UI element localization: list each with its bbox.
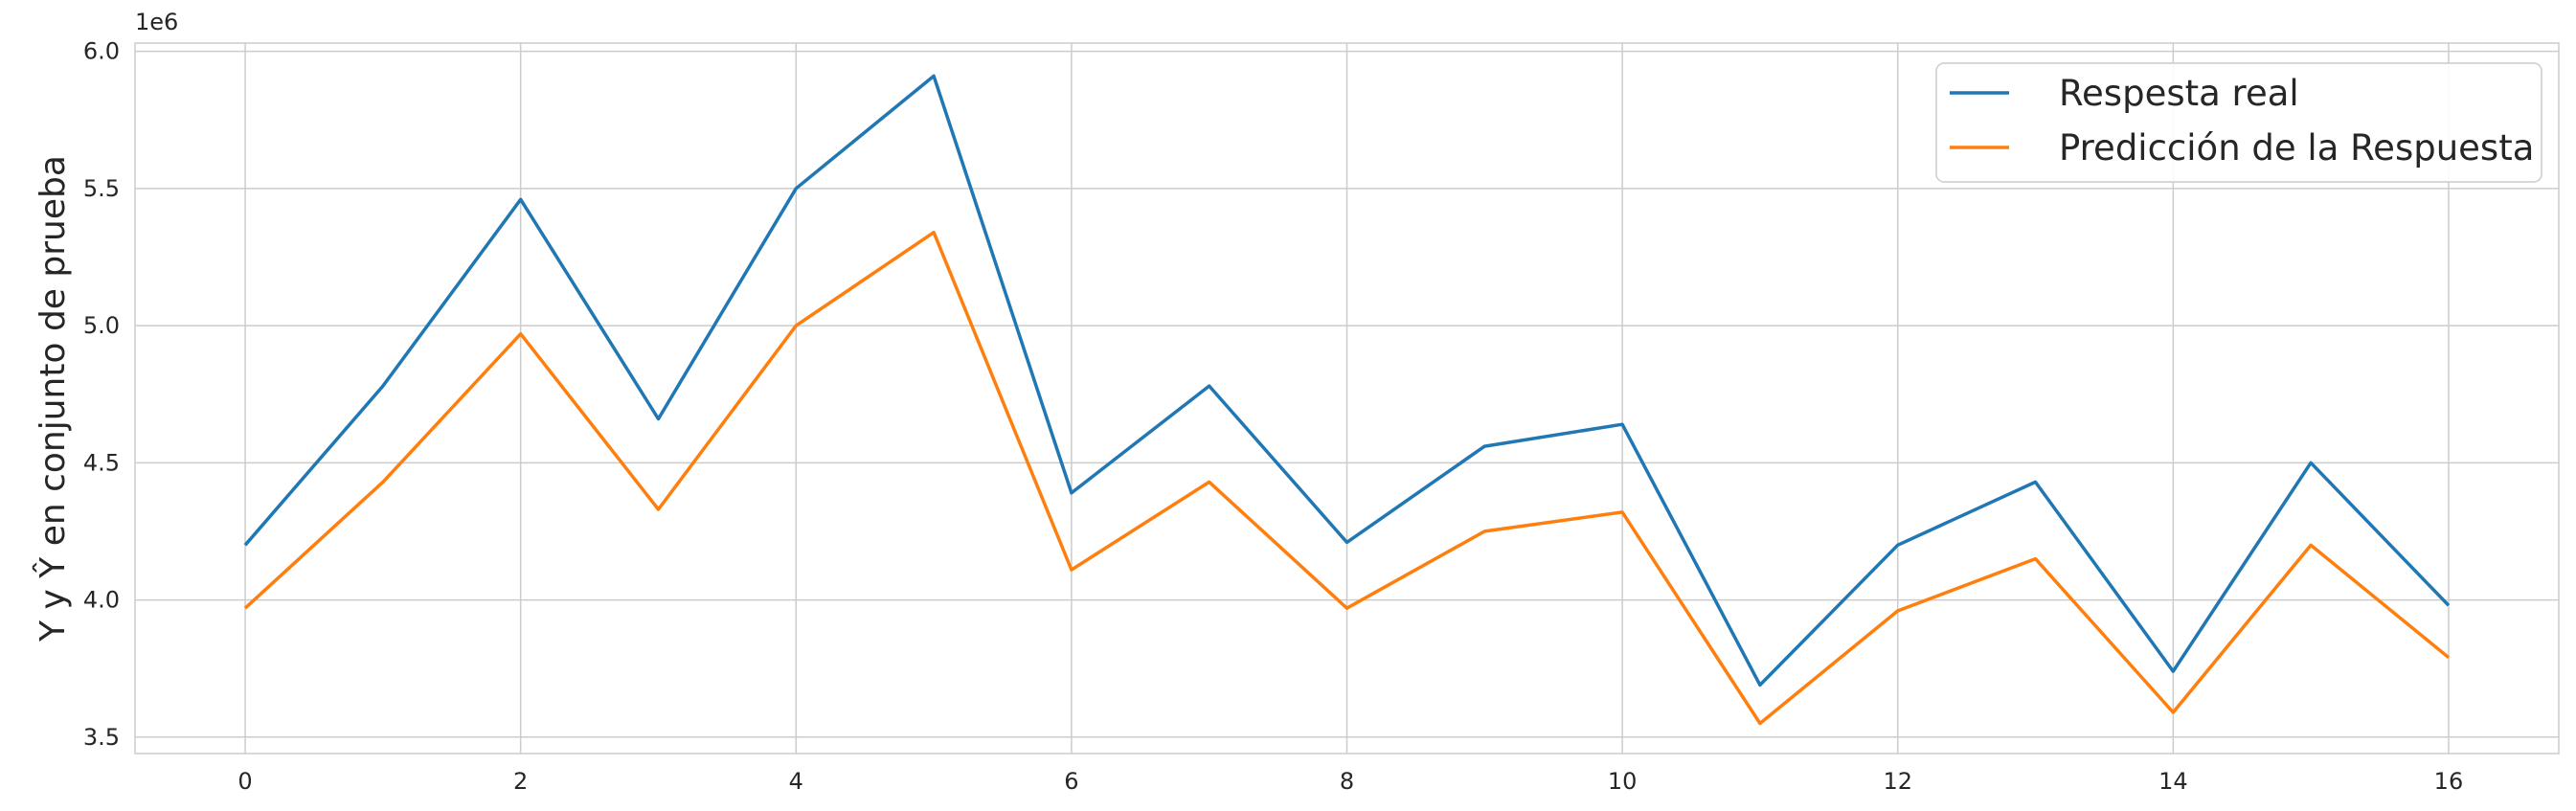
y-offset-label: 1e6 [135, 9, 178, 35]
x-tick-label: 16 [2434, 768, 2464, 795]
y-tick-label: 5.5 [83, 175, 120, 202]
y-tick-label: 6.0 [83, 38, 120, 65]
y-tick-label: 3.5 [83, 724, 120, 751]
x-tick-label: 8 [1340, 768, 1354, 795]
series-line-predicted [243, 230, 2451, 726]
y-tick-label: 4.5 [83, 449, 120, 476]
legend-label-actual: Respesta real [2059, 73, 2299, 114]
y-tick-label: 4.0 [83, 587, 120, 614]
legend-label-predicted: Predicción de la Respuesta [2059, 127, 2534, 169]
x-tick-label: 0 [237, 768, 252, 795]
x-tick-label: 6 [1064, 768, 1078, 795]
y-tick-label: 5.0 [83, 312, 120, 339]
tick-labels: 0 2 4 6 8 10 12 14 16 3.5 4.0 4.5 5.0 5.5 6.0 [83, 38, 2463, 795]
legend: Respesta real Predicción de la Respuesta [1935, 62, 2542, 183]
series-lines [243, 74, 2451, 726]
legend-box [1935, 62, 2542, 183]
x-tick-label: 12 [1883, 768, 1912, 795]
x-tick-label: 4 [789, 768, 803, 795]
series-line-actual [243, 74, 2451, 687]
y-axis-label: Y y Ŷ en conjunto de prueba [32, 155, 73, 642]
plot-frame [134, 42, 2560, 755]
grid [135, 43, 2559, 754]
x-tick-label: 2 [513, 768, 528, 795]
x-tick-label: 14 [2158, 768, 2188, 795]
x-tick-label: 10 [1608, 768, 1638, 795]
